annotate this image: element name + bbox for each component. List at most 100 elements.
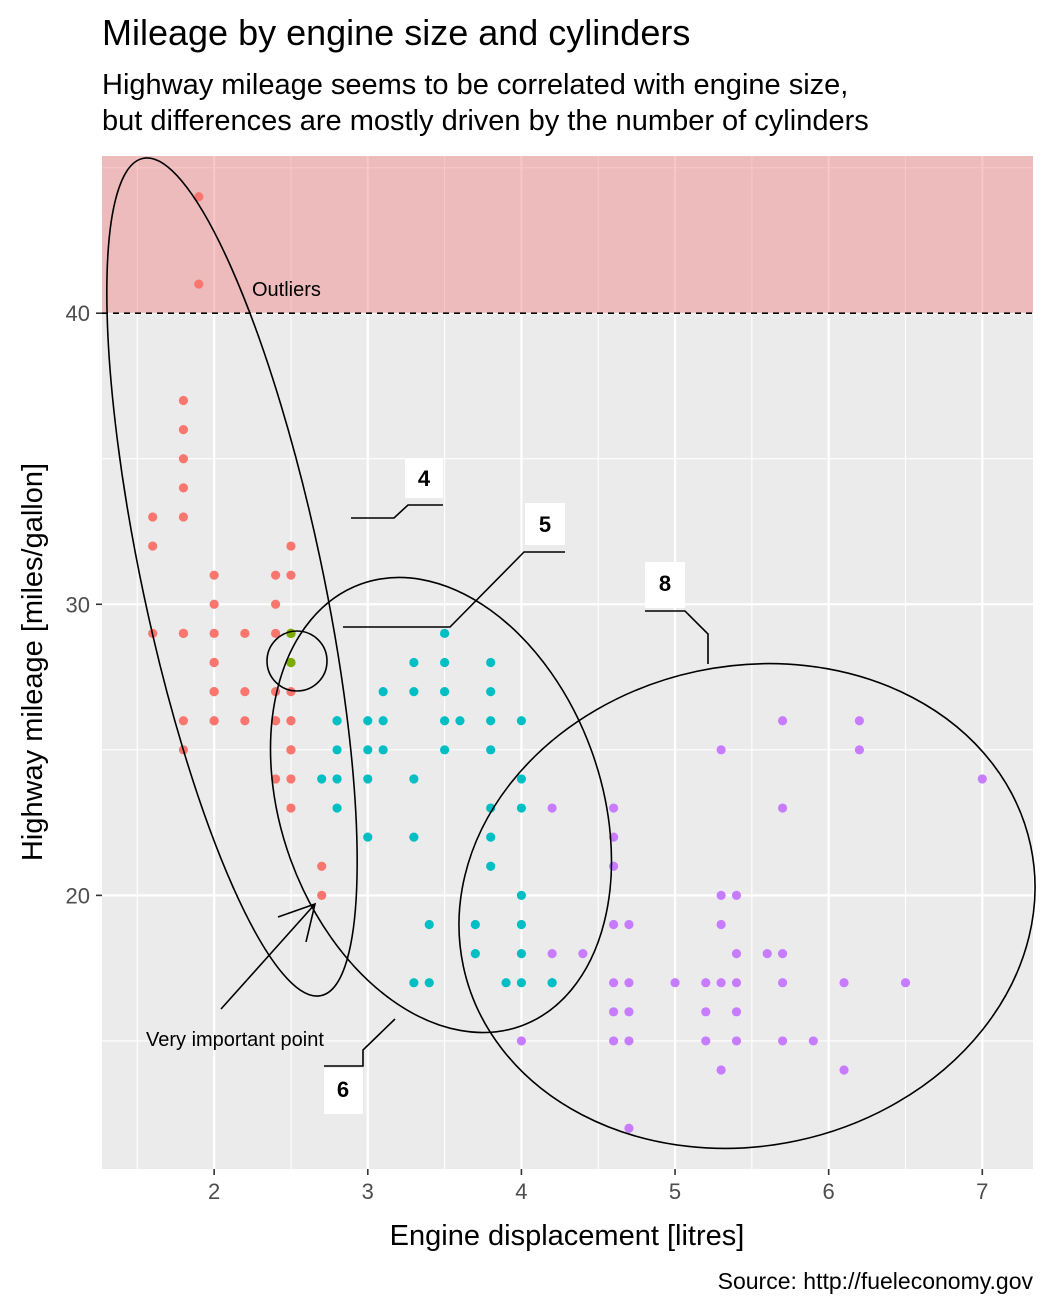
data-point-cyl-4	[148, 512, 158, 522]
outliers-label: Outliers	[252, 279, 321, 301]
data-point-cyl-4	[271, 716, 281, 726]
data-point-cyl-4	[194, 192, 204, 202]
data-point-cyl-4	[286, 803, 296, 813]
data-point-cyl-6	[409, 774, 419, 784]
data-point-cyl-6	[516, 890, 527, 900]
data-point-cyl-8	[731, 978, 742, 988]
x-tick-label: 3	[362, 1179, 374, 1204]
data-point-cyl-8	[578, 948, 588, 959]
data-point-cyl-8	[547, 948, 557, 959]
callout-group-5: 5	[343, 503, 565, 628]
data-point-cyl-4	[286, 570, 296, 580]
data-point-cyl-8	[716, 919, 726, 930]
data-point-cyl-6	[378, 745, 388, 755]
data-point-cyl-8	[777, 1036, 788, 1046]
data-point-cyl-8	[670, 978, 680, 988]
data-point-cyl-8	[608, 1036, 619, 1046]
data-point-cyl-4	[286, 716, 296, 726]
data-point-cyl-8	[516, 1036, 527, 1046]
data-point-cyl-8	[900, 978, 911, 988]
data-point-cyl-4	[209, 628, 219, 638]
data-point-cyl-4	[209, 687, 219, 697]
data-point-cyl-6	[409, 687, 419, 697]
data-point-cyl-8	[731, 1036, 742, 1046]
x-tick-label: 2	[208, 1179, 220, 1204]
data-point-cyl-6	[486, 861, 496, 871]
data-point-cyl-8	[839, 978, 849, 988]
data-point-cyl-4	[148, 541, 158, 551]
label-group-6: 6	[337, 1077, 349, 1102]
data-point-cyl-4	[178, 628, 189, 638]
y-tick-label: 30	[66, 592, 90, 617]
data-point-cyl-6	[409, 832, 419, 842]
x-tick-label: 5	[669, 1179, 681, 1204]
important-point-arrow	[220, 902, 317, 1010]
data-point-cyl-8	[716, 1065, 726, 1075]
data-point-cyl-6	[486, 745, 496, 755]
data-point-cyl-8	[731, 890, 742, 900]
data-point-cyl-5	[286, 657, 296, 668]
data-point-cyl-6	[363, 774, 373, 784]
data-point-cyl-6	[547, 978, 557, 988]
x-tick-label: 6	[823, 1179, 835, 1204]
data-point-cyl-8	[624, 1036, 634, 1046]
x-axis-ticks: 2 3 4 5 6 7	[208, 1169, 988, 1204]
ellipse-group-5	[266, 630, 328, 692]
label-box-5	[525, 503, 565, 545]
data-point-cyl-8	[808, 1036, 818, 1046]
data-point-cyl-8	[731, 948, 742, 959]
data-point-cyl-6	[455, 716, 465, 726]
data-point-cyl-6	[363, 745, 373, 755]
data-point-cyl-4	[317, 861, 327, 871]
data-point-cyl-8	[777, 716, 788, 726]
data-point-cyl-6	[486, 803, 496, 813]
data-point-cyl-4	[178, 483, 189, 493]
leader-line-4	[351, 504, 443, 519]
data-point-cyl-6	[439, 687, 450, 697]
data-point-cyl-8	[777, 978, 788, 988]
data-point-cyl-6	[332, 803, 342, 813]
data-point-cyl-8	[608, 803, 619, 813]
data-point-cyl-6	[516, 919, 527, 930]
x-tick-label: 4	[515, 1179, 527, 1204]
data-point-cyl-6	[516, 978, 527, 988]
data-point-cyl-8	[977, 774, 987, 784]
callout-group-8: 8	[645, 562, 709, 664]
data-point-cyl-8	[608, 919, 619, 930]
data-point-cyl-6	[439, 716, 450, 726]
data-points	[148, 192, 987, 1133]
data-point-cyl-8	[777, 803, 788, 813]
data-point-cyl-8	[701, 1007, 711, 1017]
data-point-cyl-4	[178, 395, 189, 406]
data-point-cyl-6	[486, 716, 496, 726]
data-point-cyl-6	[516, 716, 527, 726]
data-point-cyl-4	[240, 687, 250, 697]
data-point-cyl-4	[209, 657, 219, 668]
data-point-cyl-6	[470, 919, 480, 930]
data-point-cyl-6	[439, 745, 450, 755]
data-point-cyl-8	[854, 745, 864, 755]
data-point-cyl-4	[209, 570, 219, 580]
y-tick-label: 20	[66, 883, 90, 908]
data-point-cyl-6	[486, 832, 496, 842]
y-tick-label: 40	[66, 301, 90, 326]
data-point-cyl-8	[854, 716, 864, 726]
callout-group-6: 6	[324, 1018, 396, 1114]
data-point-cyl-4	[286, 541, 296, 551]
data-point-cyl-6	[409, 978, 419, 988]
chart-subtitle-line-1: Highway mileage seems to be correlated w…	[102, 69, 848, 101]
label-group-5: 5	[539, 512, 551, 537]
data-point-cyl-4	[194, 279, 204, 289]
data-point-cyl-6	[516, 803, 527, 813]
leader-line-6	[324, 1018, 396, 1067]
data-point-cyl-4	[271, 628, 281, 638]
data-point-cyl-4	[178, 425, 189, 435]
data-point-cyl-6	[409, 657, 419, 668]
data-point-cyl-8	[547, 803, 557, 813]
ellipse-group-4	[106, 157, 358, 997]
data-point-cyl-6	[516, 774, 527, 784]
plot-panel	[102, 156, 1033, 1169]
chart-subtitle-line-2: but differences are mostly driven by the…	[102, 105, 869, 137]
label-box-4	[405, 458, 443, 498]
data-point-cyl-6	[486, 687, 496, 697]
